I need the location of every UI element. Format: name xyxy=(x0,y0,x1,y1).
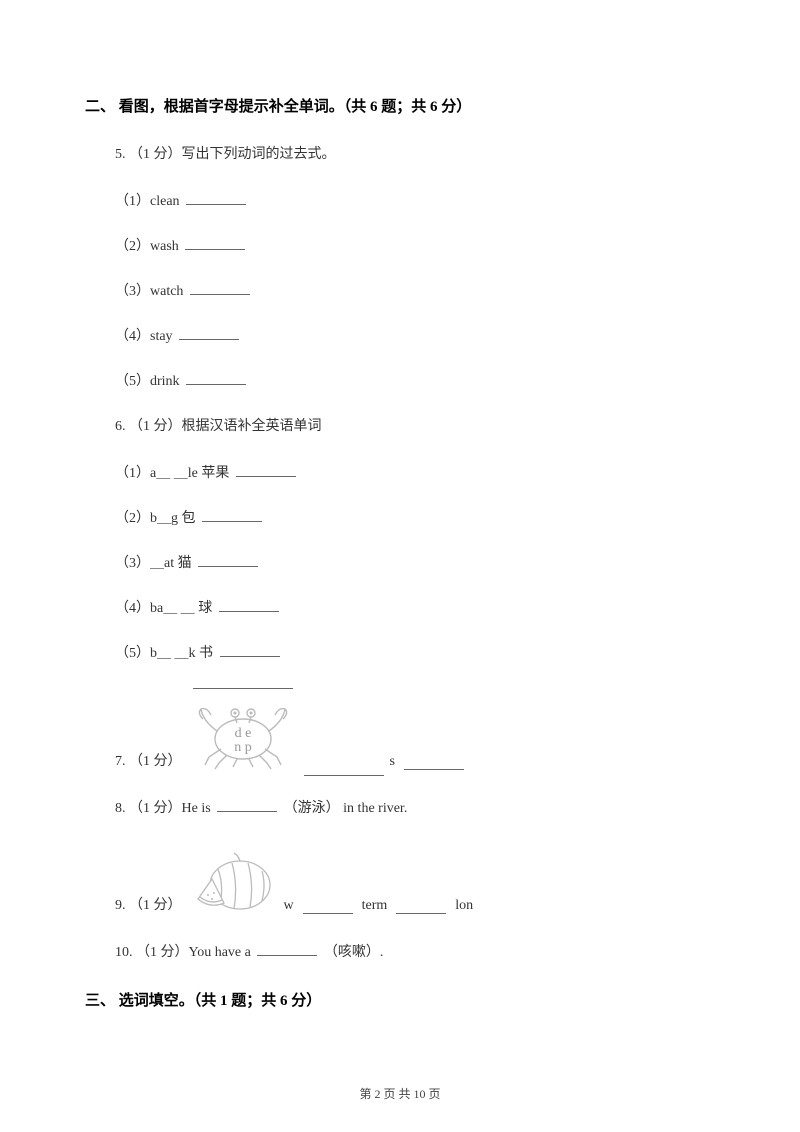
blank[interactable] xyxy=(186,371,246,385)
blank[interactable] xyxy=(186,191,246,205)
section-2-title: 二、 看图，根据首字母提示补全单词。（共 6 题；共 6 分） xyxy=(85,95,715,116)
q6-item-5-text: （5）b＿ ＿k 书 xyxy=(115,646,213,661)
q7-row: 7. （1 分） xyxy=(115,688,715,776)
crab-letters-bottom: n p xyxy=(234,740,252,755)
q5-item-3-text: （3）watch xyxy=(115,284,183,299)
q8-row: 8. （1 分）He is （游泳） in the river. xyxy=(115,798,715,819)
q6-item-1: （1）a＿ ＿le 苹果 xyxy=(115,463,715,484)
q5-item-4: （4）stay xyxy=(115,326,715,347)
crab-icon: d e n p xyxy=(193,691,293,771)
q7-underline[interactable] xyxy=(304,769,384,776)
q6-item-2: （2）b＿g 包 xyxy=(115,508,715,529)
q9-p2: term xyxy=(362,898,388,920)
q5-item-4-text: （4）stay xyxy=(115,329,173,344)
q6-item-3-text: （3）＿at 猫 xyxy=(115,556,192,571)
q9-row: 9. （1 分） w term lon xyxy=(115,845,715,920)
q5-item-3: （3）watch xyxy=(115,281,715,302)
q6-item-4: （4）ba＿ ＿ 球 xyxy=(115,598,715,619)
blank[interactable] xyxy=(179,326,239,340)
crab-letters-top: d e xyxy=(234,726,251,741)
q6-item-5: （5）b＿ ＿k 书 xyxy=(115,643,715,664)
q6-item-4-text: （4）ba＿ ＿ 球 xyxy=(115,601,212,616)
blank[interactable] xyxy=(198,553,258,567)
blank[interactable] xyxy=(236,463,296,477)
q5-item-1: （1）clean xyxy=(115,191,715,212)
blank[interactable] xyxy=(190,281,250,295)
blank[interactable] xyxy=(217,798,277,812)
q10-hint: （咳嗽）. xyxy=(324,945,384,960)
q6-prompt: 6. （1 分）根据汉语补全英语单词 xyxy=(115,416,715,437)
section-3-title: 三、 选词填空。（共 1 题；共 6 分） xyxy=(85,989,715,1010)
q10-before: 10. （1 分）You have a xyxy=(115,945,254,960)
blank[interactable] xyxy=(185,236,245,250)
blank[interactable] xyxy=(303,900,353,914)
q5-item-1-text: （1）clean xyxy=(115,194,180,209)
q10-row: 10. （1 分）You have a （咳嗽）. xyxy=(115,942,715,963)
q9-p3: lon xyxy=(455,898,473,920)
q5-item-5-text: （5）drink xyxy=(115,374,180,389)
page-footer: 第 2 页 共 10 页 xyxy=(0,1085,800,1102)
q7-prefix: 7. （1 分） xyxy=(115,750,182,776)
q9-prefix: 9. （1 分） xyxy=(115,894,182,920)
blank[interactable] xyxy=(220,643,280,657)
blank[interactable] xyxy=(257,942,317,956)
q9-p1: w xyxy=(284,898,294,920)
q5-item-2-text: （2）wash xyxy=(115,239,179,254)
blank[interactable] xyxy=(396,900,446,914)
crab-figure: d e n p xyxy=(188,688,298,776)
blank[interactable] xyxy=(202,508,262,522)
blank[interactable] xyxy=(404,756,464,770)
figure-topline xyxy=(193,688,293,689)
q7-after: s xyxy=(390,754,395,776)
watermelon-figure xyxy=(188,845,278,920)
q8-after: in the river. xyxy=(340,801,408,816)
watermelon-icon xyxy=(188,845,278,915)
q5-prompt: 5. （1 分）写出下列动词的过去式。 xyxy=(115,144,715,165)
q5-item-2: （2）wash xyxy=(115,236,715,257)
q6-item-1-text: （1）a＿ ＿le 苹果 xyxy=(115,466,229,481)
q5-item-5: （5）drink xyxy=(115,371,715,392)
q8-before: 8. （1 分）He is xyxy=(115,801,214,816)
q6-item-3: （3）＿at 猫 xyxy=(115,553,715,574)
q6-item-2-text: （2）b＿g 包 xyxy=(115,511,196,526)
blank[interactable] xyxy=(219,598,279,612)
q8-hint: （游泳） xyxy=(284,801,340,816)
